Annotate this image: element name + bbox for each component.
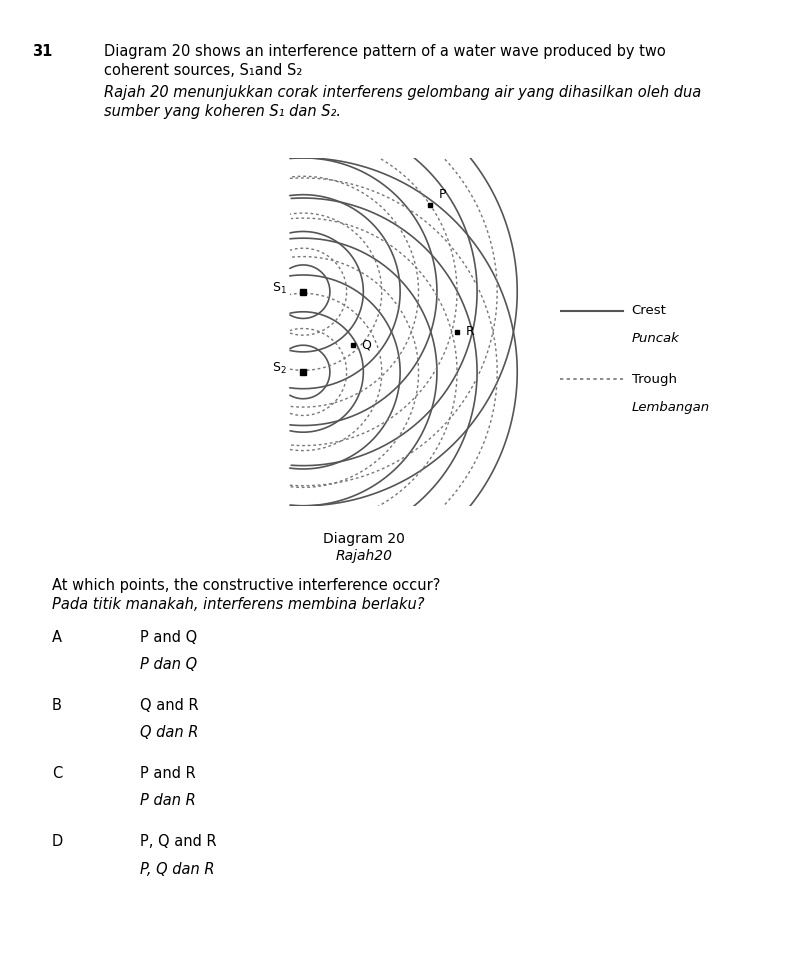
Text: Rajah20: Rajah20 <box>335 549 393 563</box>
Text: Q: Q <box>362 339 371 351</box>
Text: Diagram 20: Diagram 20 <box>323 532 405 546</box>
Text: A: A <box>52 630 62 644</box>
Text: Puncak: Puncak <box>632 332 679 346</box>
Text: C: C <box>52 766 62 781</box>
Text: coherent sources, S₁and S₂: coherent sources, S₁and S₂ <box>104 63 302 78</box>
Text: Rajah 20 menunjukkan corak interferens gelombang air yang dihasilkan oleh dua: Rajah 20 menunjukkan corak interferens g… <box>104 85 702 100</box>
Text: P, Q and R: P, Q and R <box>140 834 217 849</box>
Text: Trough: Trough <box>632 373 677 386</box>
Text: B: B <box>52 698 62 712</box>
Text: P and R: P and R <box>140 766 196 781</box>
Text: At which points, the constructive interference occur?: At which points, the constructive interf… <box>52 578 440 592</box>
Text: Lembangan: Lembangan <box>632 401 710 414</box>
Text: R: R <box>466 325 474 339</box>
Text: P dan R: P dan R <box>140 793 196 808</box>
Text: sumber yang koheren S₁ dan S₂.: sumber yang koheren S₁ dan S₂. <box>104 104 341 119</box>
Text: P dan Q: P dan Q <box>140 657 197 671</box>
Text: 31: 31 <box>32 44 52 59</box>
Text: S$_1$: S$_1$ <box>272 281 286 296</box>
Text: P and Q: P and Q <box>140 630 198 644</box>
Text: P, Q dan R: P, Q dan R <box>140 862 214 876</box>
Text: Q and R: Q and R <box>140 698 198 712</box>
Text: Crest: Crest <box>632 305 666 317</box>
Text: Pada titik manakah, interferens membina berlaku?: Pada titik manakah, interferens membina … <box>52 597 425 612</box>
Text: P: P <box>438 188 446 201</box>
Text: Diagram 20 shows an interference pattern of a water wave produced by two: Diagram 20 shows an interference pattern… <box>104 44 666 59</box>
Text: Q dan R: Q dan R <box>140 725 198 740</box>
Text: S$_2$: S$_2$ <box>272 361 286 376</box>
Text: D: D <box>52 834 63 849</box>
